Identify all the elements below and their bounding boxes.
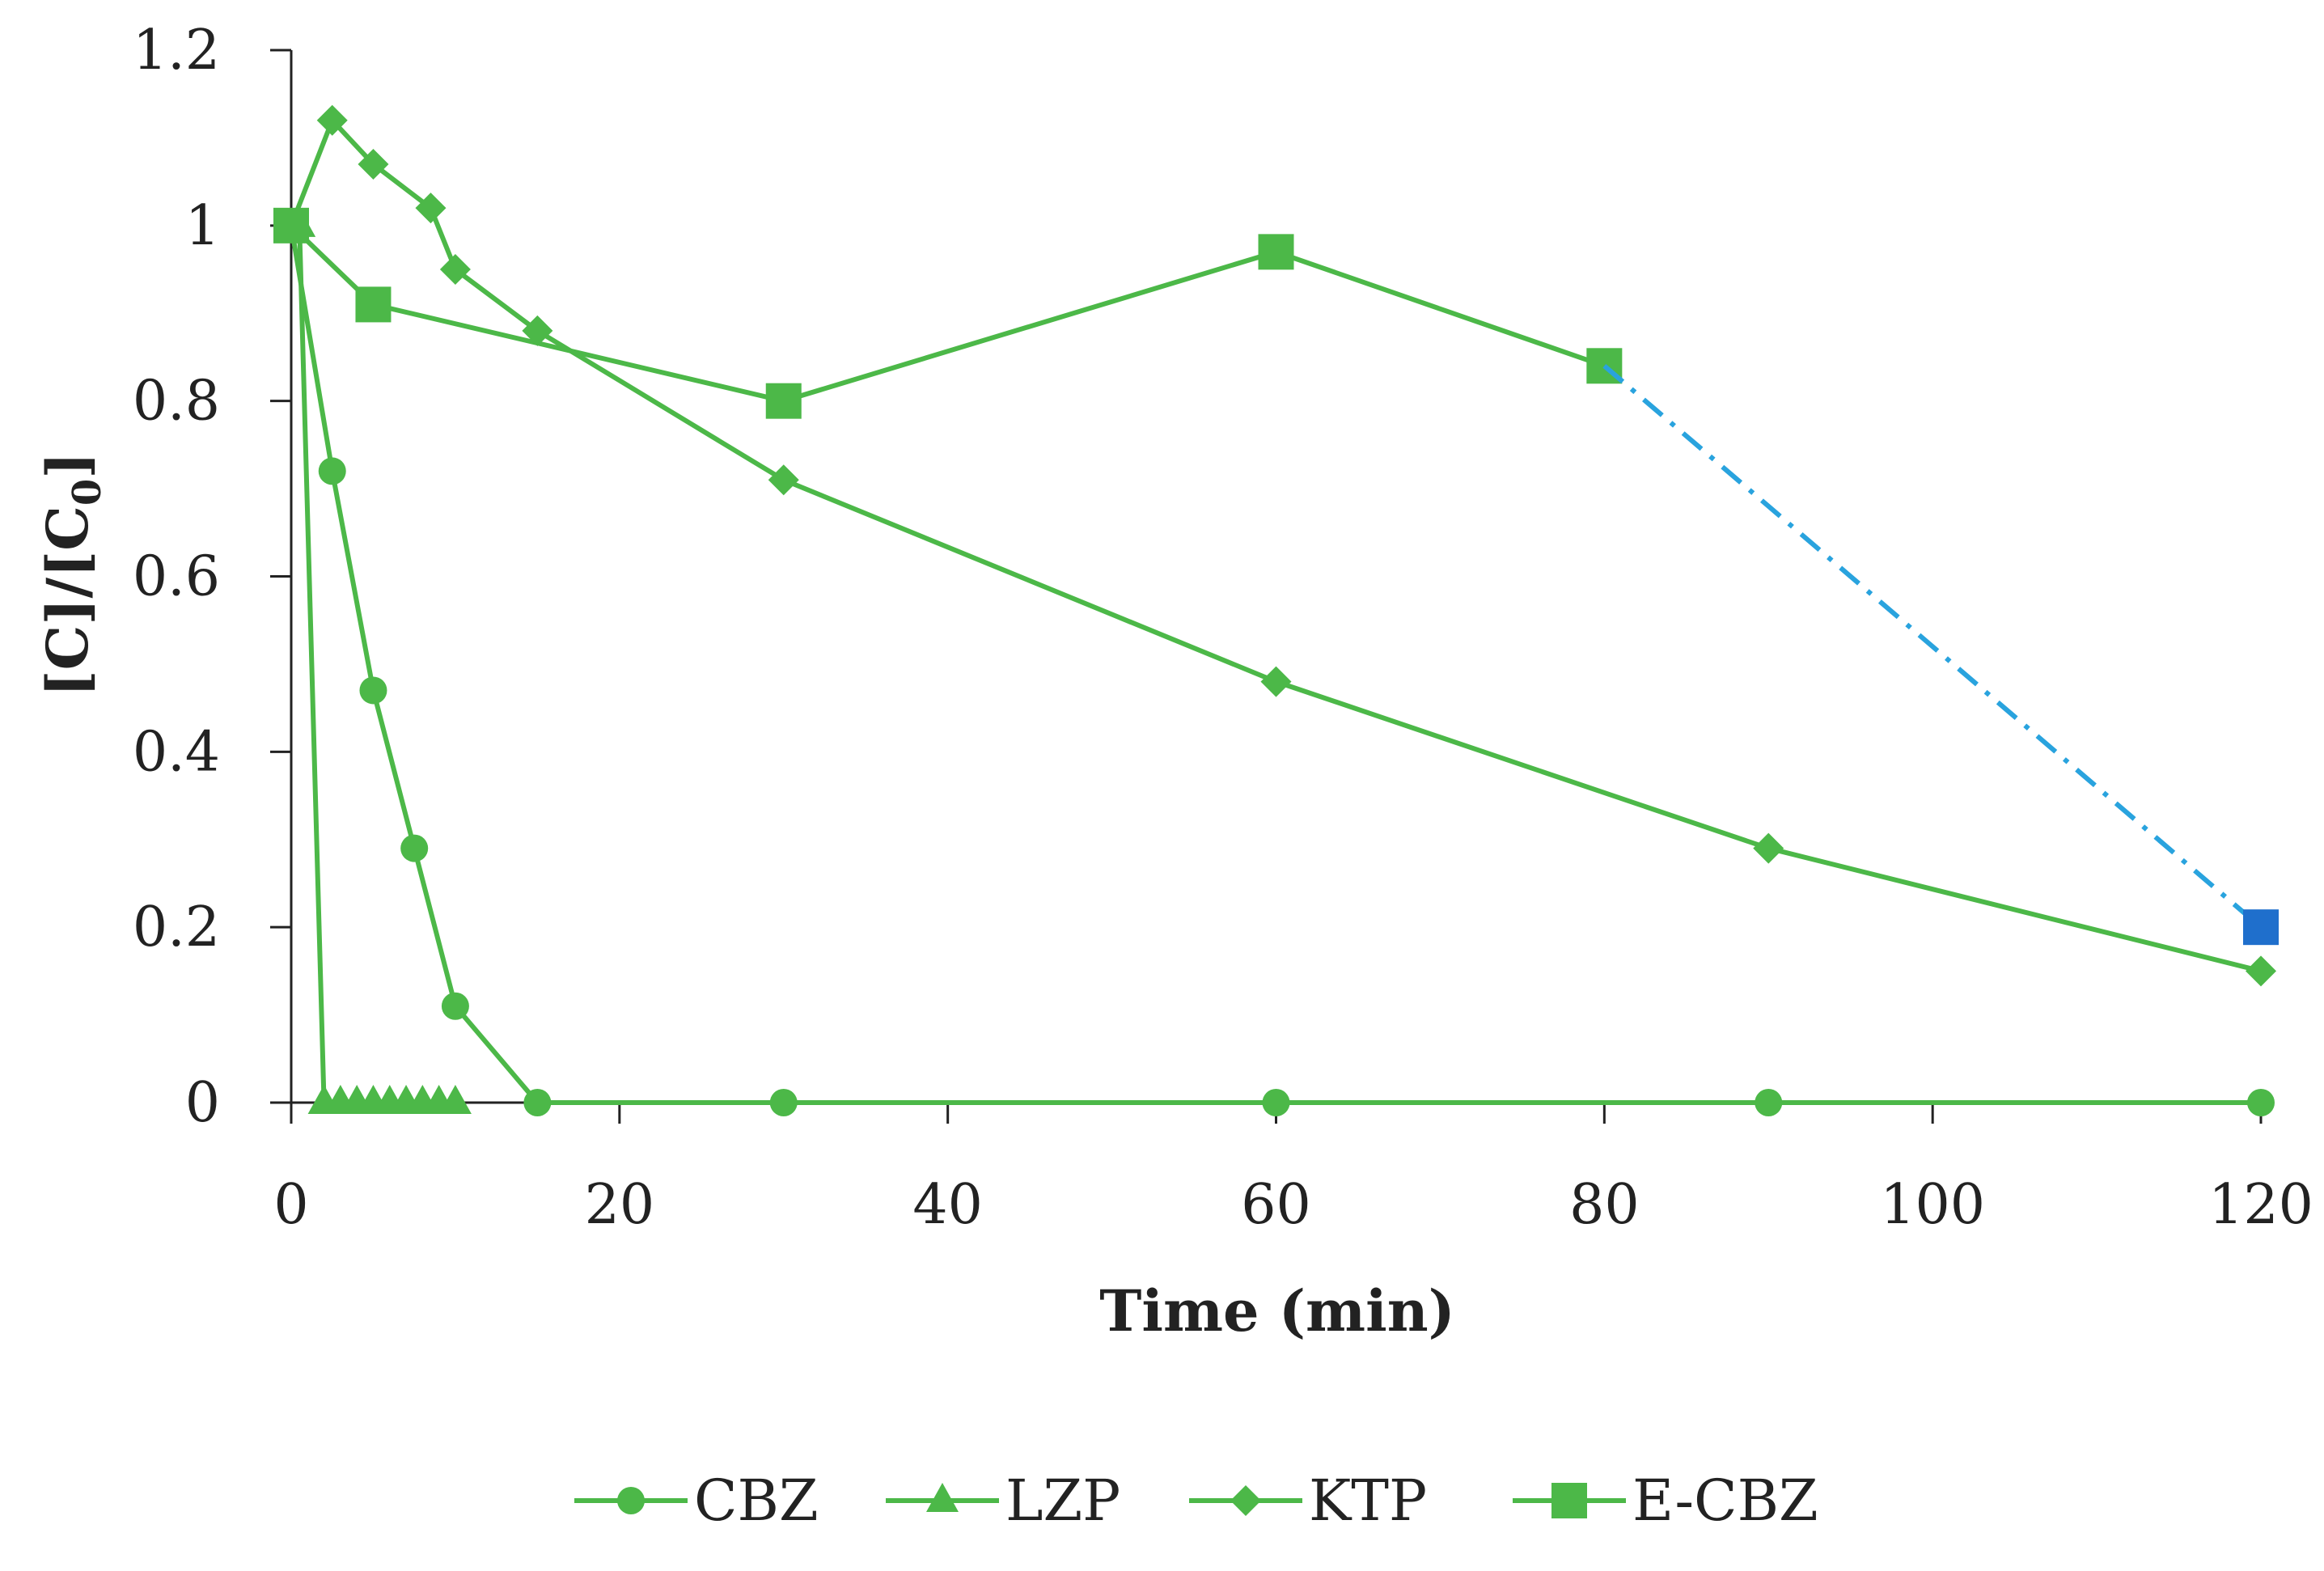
y-tick-label: 1 (185, 194, 220, 258)
y-axis-title-main: [C]/[C (34, 506, 101, 697)
series-ktp (276, 104, 2276, 987)
chart-axes (270, 50, 2261, 1107)
x-axis-title: Time (min) (1099, 1277, 1454, 1344)
x-tick-label: 40 (912, 1173, 983, 1237)
data-point-ktp (768, 464, 799, 496)
data-point-cbz (2247, 1089, 2275, 1116)
y-tick-label: 0.6 (133, 545, 220, 609)
data-point-cbz (441, 992, 469, 1020)
series-cbz (277, 211, 2275, 1116)
y-tick-label: 0.4 (133, 720, 220, 784)
series-line-cbz (289, 225, 2261, 1105)
legend-marker-ktp (1230, 1485, 1261, 1516)
legend-label-e-cbz: E-CBZ (1632, 1467, 1818, 1534)
extrapolation-line (1602, 364, 2263, 929)
x-tick-label: 20 (585, 1173, 655, 1237)
x-tick-label: 80 (1569, 1173, 1640, 1237)
data-point-ktp (415, 193, 447, 224)
y-axis-ticks: 0 0.2 0.4 0.6 0.8 1 1.2 (133, 19, 291, 1135)
data-point-ktp (358, 148, 389, 180)
data-point-cbz (1262, 1089, 1290, 1116)
data-point-cbz (318, 457, 346, 485)
legend-marker-cbz (617, 1487, 645, 1514)
y-axis-title-end: ] (34, 452, 101, 479)
series-line-lzp (291, 222, 455, 1105)
data-point-e-cbz (273, 207, 309, 243)
data-point-cbz (1755, 1089, 1783, 1116)
y-tick-label: 0.8 (133, 370, 220, 434)
extrapolated-data-point (2243, 909, 2279, 946)
data-point-e-cbz (765, 383, 802, 419)
y-axis-title-subscript: 0 (65, 479, 110, 506)
series-lzp (275, 207, 472, 1114)
legend-label-cbz: CBZ (694, 1467, 819, 1534)
legend-marker-e-cbz (1551, 1483, 1587, 1518)
data-point-cbz (400, 834, 429, 862)
data-point-e-cbz (355, 286, 392, 323)
y-tick-label: 1.2 (133, 19, 220, 83)
x-axis-ticks: 0 20 40 60 80 100 120 (273, 1103, 2313, 1237)
legend-item-cbz: CBZ (574, 1467, 819, 1534)
data-point-ktp (1260, 666, 1292, 697)
x-tick-label: 120 (2208, 1173, 2313, 1237)
series-line-e-cbz (289, 223, 1606, 404)
legend-item-lzp: LZP (886, 1467, 1120, 1534)
x-tick-label: 0 (273, 1173, 308, 1237)
y-tick-label: 0 (185, 1071, 220, 1135)
data-point-e-cbz (1258, 234, 1294, 270)
legend-label-ktp: KTP (1309, 1467, 1427, 1534)
chart-legend: CBZ LZP KTP E-CBZ (574, 1467, 1818, 1534)
data-point-ktp (522, 315, 553, 346)
series-line-ktp (289, 117, 2262, 974)
y-tick-label: 0.2 (133, 896, 220, 959)
data-point-cbz (523, 1089, 552, 1116)
x-tick-label: 60 (1241, 1173, 1311, 1237)
y-axis-title: [C]/[C0] (34, 452, 110, 697)
series-e-cbz (273, 207, 1623, 419)
data-point-lzp (438, 1085, 472, 1114)
extrapolation-layer (1602, 364, 2279, 946)
chart-series (273, 104, 2276, 1116)
data-point-ktp (2246, 955, 2276, 987)
data-point-ktp (1753, 832, 1784, 864)
data-point-cbz (359, 676, 387, 705)
x-tick-label: 100 (1880, 1173, 1985, 1237)
legend-item-e-cbz: E-CBZ (1513, 1467, 1818, 1534)
legend-label-lzp: LZP (1005, 1467, 1120, 1534)
legend-item-ktp: KTP (1189, 1467, 1427, 1534)
data-point-ktp (439, 254, 471, 286)
data-point-cbz (769, 1089, 798, 1116)
legend-marker-lzp (926, 1483, 959, 1512)
data-point-ktp (316, 104, 348, 136)
